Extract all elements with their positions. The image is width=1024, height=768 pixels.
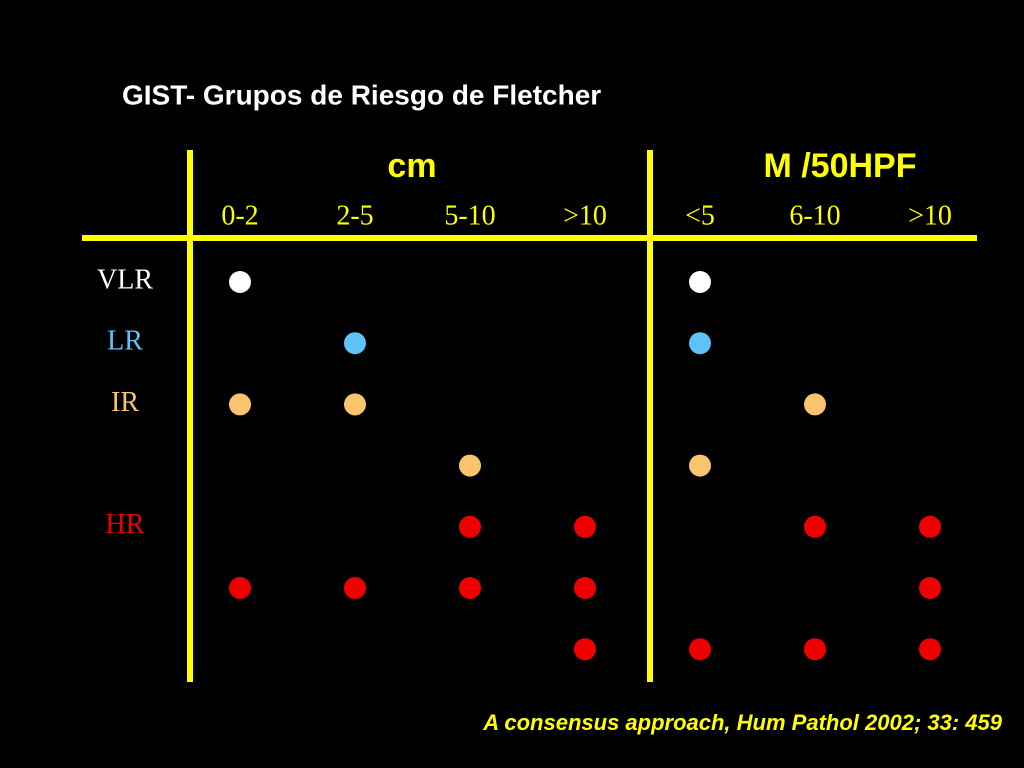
risk-dot <box>919 515 941 538</box>
risk-dot <box>229 393 251 416</box>
risk-dot <box>459 454 481 477</box>
risk-dot <box>804 393 826 416</box>
risk-dot <box>689 638 711 661</box>
risk-dot <box>344 332 366 355</box>
risk-dot <box>804 515 826 538</box>
risk-dot <box>919 577 941 599</box>
risk-dot <box>344 393 366 416</box>
risk-dot <box>574 515 596 538</box>
risk-dot <box>229 271 251 293</box>
risk-dot <box>804 638 826 661</box>
risk-dot <box>574 577 596 599</box>
column-header: 2-5 <box>336 200 373 231</box>
row-label: VLR <box>97 264 153 295</box>
group-header: M /50HPF <box>763 147 916 185</box>
row-label: HR <box>106 509 145 540</box>
risk-dot <box>919 638 941 661</box>
risk-dot <box>229 577 251 599</box>
risk-dot <box>459 515 481 538</box>
row-label: LR <box>107 326 143 357</box>
row-label: IR <box>111 387 139 418</box>
title: GIST- Grupos de Riesgo de Fletcher <box>122 79 601 110</box>
risk-dot <box>689 454 711 477</box>
column-header: 5-10 <box>444 200 495 231</box>
risk-dot <box>344 577 366 599</box>
column-header: >10 <box>908 200 952 231</box>
column-header: <5 <box>685 200 715 231</box>
risk-dot <box>689 271 711 293</box>
citation: A consensus approach, Hum Pathol 2002; 3… <box>482 710 1003 735</box>
group-header: cm <box>387 147 436 185</box>
column-header: >10 <box>563 200 607 231</box>
column-header: 6-10 <box>789 200 840 231</box>
risk-dot <box>689 332 711 355</box>
risk-dot <box>574 638 596 661</box>
column-header: 0-2 <box>221 200 258 231</box>
risk-dot <box>459 577 481 599</box>
